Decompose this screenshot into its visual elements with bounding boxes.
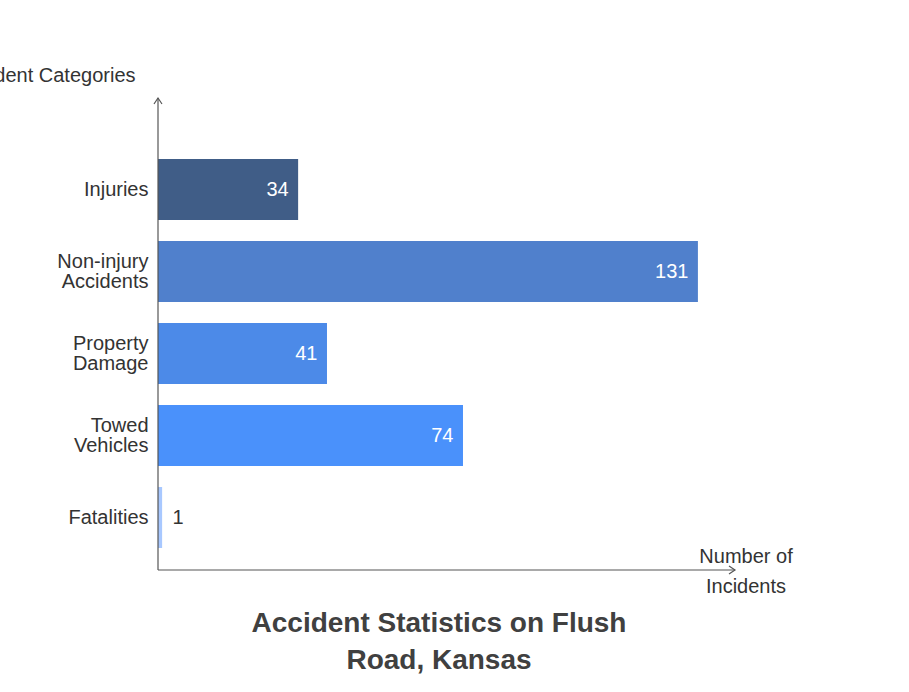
svg-text:41: 41: [295, 342, 317, 364]
svg-text:Number ofIncidents: Number ofIncidents: [699, 545, 793, 597]
svg-text:TowedVehicles: TowedVehicles: [74, 414, 149, 456]
svg-text:Non-injuryAccidents: Non-injuryAccidents: [57, 250, 148, 292]
svg-text:Accident Categories: Accident Categories: [0, 64, 135, 86]
svg-text:Fatalities: Fatalities: [68, 506, 148, 528]
svg-text:Injuries: Injuries: [84, 178, 148, 200]
svg-text:74: 74: [431, 424, 453, 446]
svg-text:131: 131: [655, 260, 688, 282]
svg-text:PropertyDamage: PropertyDamage: [73, 332, 149, 374]
html-text:Accident Statistics on Flush R: Accident Statistics on Flush Road, Kansa…: [251, 607, 627, 675]
svg-text:1: 1: [173, 506, 184, 528]
svg-text:34: 34: [266, 178, 288, 200]
